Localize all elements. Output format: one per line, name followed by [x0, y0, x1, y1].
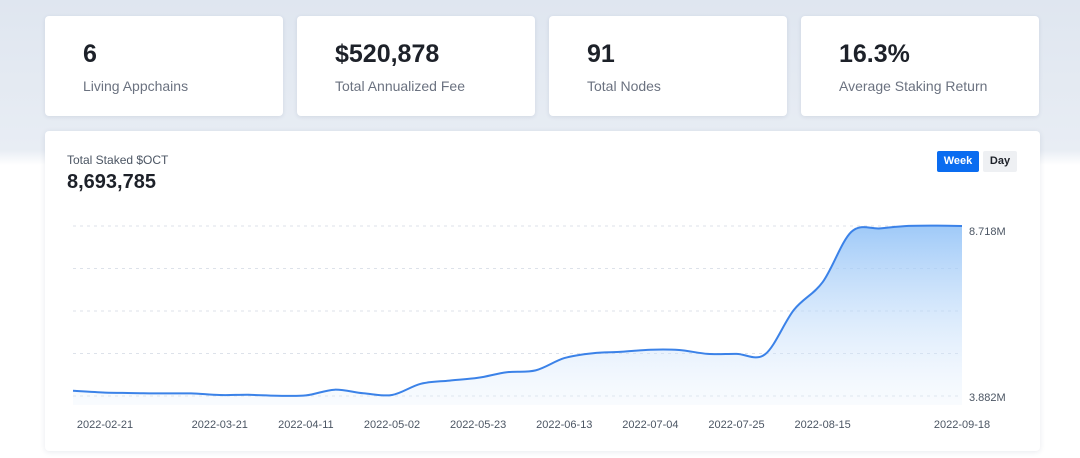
x-tick-label: 2022-05-23 [450, 419, 506, 431]
staked-chart-card: Total Staked $OCT 8,693,785 Week Day 8.7… [45, 131, 1040, 451]
stat-label: Total Annualized Fee [335, 78, 465, 94]
day-toggle-button[interactable]: Day [983, 151, 1017, 172]
x-tick-label: 2022-07-04 [622, 419, 678, 431]
y-max-label: 8.718M [969, 226, 1006, 238]
stat-label: Living Appchains [83, 78, 189, 94]
week-toggle-button[interactable]: Week [937, 151, 979, 172]
stat-value: 91 [587, 40, 615, 68]
staked-area-chart: 8.718M 3.882M 2022-02-21 2022-03-21 2022-0… [72, 224, 1006, 431]
y-min-label: 3.882M [969, 392, 1006, 404]
stat-label: Average Staking Return [839, 78, 988, 94]
stat-card-total-nodes: 91 Total Nodes [549, 16, 787, 116]
stat-card-annualized-fee: $520,878 Total Annualized Fee [297, 16, 535, 116]
chart-series-line [72, 224, 963, 397]
x-axis-ticks: 2022-02-21 2022-03-21 2022-04-11 2022-05-02… [77, 419, 990, 431]
stat-value: 16.3% [839, 40, 910, 68]
x-tick-label: 2022-08-15 [794, 419, 850, 431]
chart-title: Total Staked $OCT [67, 153, 169, 167]
x-tick-label: 2022-02-21 [77, 419, 133, 431]
stat-card-appchains: 6 Living Appchains [45, 16, 283, 116]
x-tick-label: 2022-09-18 [934, 419, 990, 431]
chart-area-fill [73, 225, 962, 405]
x-tick-label: 2022-04-11 [278, 419, 333, 431]
stat-label: Total Nodes [587, 78, 661, 94]
x-tick-label: 2022-03-21 [192, 419, 248, 431]
x-tick-label: 2022-05-02 [364, 419, 420, 431]
stat-value: 6 [83, 40, 97, 68]
chart-total-value: 8,693,785 [67, 171, 156, 193]
x-tick-label: 2022-06-13 [536, 419, 592, 431]
stat-value: $520,878 [335, 40, 440, 68]
x-tick-label: 2022-07-25 [708, 419, 764, 431]
stat-card-staking-return: 16.3% Average Staking Return [801, 16, 1039, 116]
